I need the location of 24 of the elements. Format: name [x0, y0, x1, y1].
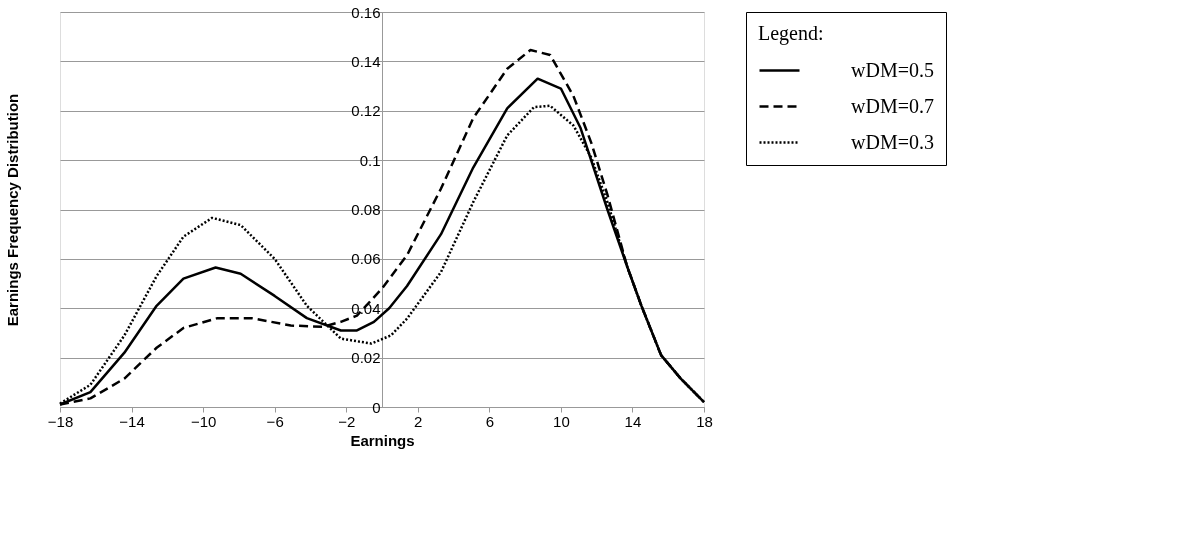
y-axis-title: Earnings Frequency Distribution [3, 93, 21, 327]
x-tick-label: −18 [47, 412, 74, 430]
x-tick-label: 18 [696, 412, 713, 430]
text: wDM=0.3 [851, 130, 934, 153]
x-tick-label: −6 [266, 412, 284, 430]
y-tick-label: 0 [372, 398, 381, 416]
y-tick-label: 0.14 [351, 52, 381, 70]
x-tick-label: 2 [414, 412, 423, 430]
x-tick-label: −2 [338, 412, 356, 430]
y-tick-label: 0.16 [351, 3, 381, 21]
text: wDM=0.5 [851, 58, 934, 81]
x-axis-title: Earnings [350, 431, 415, 449]
x-tick-label: −10 [190, 412, 217, 430]
legend-title: Legend: [758, 22, 824, 45]
y-tick-label: 0.06 [351, 250, 381, 268]
x-tick-label: −14 [119, 412, 145, 430]
y-tick-label: 0.1 [359, 151, 381, 169]
y-tick-label: 0.02 [351, 349, 381, 367]
x-tick-label: 6 [485, 412, 495, 430]
y-tick-label: 0.08 [351, 201, 381, 218]
x-tick-label: 14 [624, 412, 642, 430]
text: wDM=0.7 [851, 94, 934, 117]
x-tick-label: 10 [553, 412, 570, 430]
y-tick-label: 0.12 [351, 102, 381, 120]
